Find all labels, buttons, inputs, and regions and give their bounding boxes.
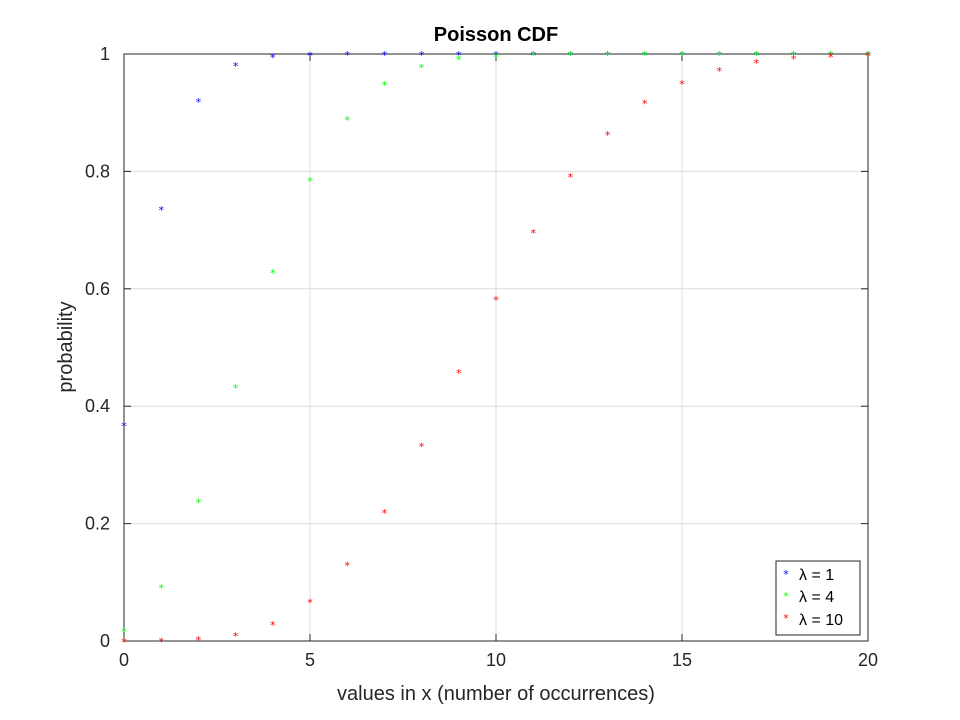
point-series-2-x-15: *	[679, 49, 685, 62]
point-series-2-x-19: *	[828, 49, 834, 62]
point-series-1-x-1: *	[158, 204, 164, 217]
y-tick-label: 1	[100, 44, 110, 64]
point-series-1-x-9: *	[456, 49, 462, 62]
legend-marker-lambda-4: *	[783, 590, 789, 603]
point-series-3-x-9: *	[456, 367, 462, 380]
point-series-1-x-4: *	[270, 51, 276, 64]
point-series-1-x-10: *	[493, 49, 499, 62]
legend-box	[775, 560, 861, 636]
point-series-3-x-6: *	[344, 560, 350, 573]
point-series-3-x-5: *	[307, 597, 313, 610]
point-series-1-x-3: *	[233, 60, 239, 73]
point-series-2-x-9: *	[456, 54, 462, 67]
axis-ticks: 0 5 10 15 20 0 0.2 0.4 0.6 0.8 1	[85, 44, 878, 670]
point-series-2-x-11: *	[530, 50, 536, 63]
point-series-3-x-13: *	[605, 129, 611, 142]
point-series-3-x-15: *	[679, 78, 685, 91]
point-series-2-x-10: *	[493, 51, 499, 64]
y-tick-label: 0.6	[85, 279, 110, 299]
point-series-1-x-16: *	[716, 49, 722, 62]
legend-marker-lambda-10: *	[783, 612, 789, 625]
x-tick-label: 15	[672, 650, 692, 670]
point-series-3-x-12: *	[568, 171, 574, 184]
point-series-2-x-16: *	[716, 49, 722, 62]
point-series-3-x-16: *	[716, 65, 722, 78]
point-series-3-x-2: *	[196, 634, 202, 647]
y-tick-label: 0.4	[85, 396, 110, 416]
point-series-3-x-4: *	[270, 619, 276, 632]
point-series-2-x-6: *	[344, 114, 350, 127]
data-points: ***** * * * * * * * * * * * * * * * *********** * * * * * * * * *…	[121, 49, 871, 649]
y-tick-label: 0.2	[85, 514, 110, 534]
point-series-2-x-14: *	[642, 49, 648, 62]
point-series-1-x-17: *	[754, 49, 760, 62]
point-series-2-x-2: *	[196, 496, 202, 509]
point-series-2-x-13: *	[605, 49, 611, 62]
point-series-1-x-0: *	[121, 420, 127, 433]
point-series-2-x-8: *	[419, 61, 425, 74]
point-series-1-x-11: *	[530, 49, 536, 62]
point-series-3-x-19: *	[828, 51, 834, 64]
point-series-2-x-17: *	[754, 49, 760, 62]
point-series-2-x-1: *	[158, 582, 164, 595]
point-series-2-x-5: *	[307, 175, 313, 188]
legend: * λ = 1 * λ = 4 * λ = 10	[775, 560, 861, 636]
point-series-1-x-14: *	[642, 49, 648, 62]
y-tick-label: 0	[100, 631, 110, 651]
x-tick-label: 20	[858, 650, 878, 670]
point-series-2-x-12: *	[568, 49, 574, 62]
legend-marker-lambda-1: *	[783, 568, 789, 581]
x-tick-label: 10	[486, 650, 506, 670]
point-series-1-x-8: *	[419, 49, 425, 62]
y-tick-label: 0.8	[85, 161, 110, 181]
grid-lines	[124, 54, 868, 641]
chart-title: Poisson CDF	[434, 24, 558, 46]
point-series-3-x-11: *	[530, 227, 536, 240]
point-series-3-x-10: *	[493, 294, 499, 307]
point-series-2-x-0: *	[121, 625, 127, 638]
point-series-2-x-20: *	[865, 49, 871, 62]
point-series-3-x-18: *	[791, 53, 797, 66]
point-series-1-x-13: *	[605, 49, 611, 62]
point-series-3-x-17: *	[754, 57, 760, 70]
point-series-1-x-19: *	[828, 49, 834, 62]
y-axis-label: probability	[55, 301, 77, 392]
legend-label-lambda-4: λ = 4	[799, 589, 834, 606]
point-series-1-x-18: *	[791, 49, 797, 62]
point-series-1-x-12: *	[568, 49, 574, 62]
point-series-3-x-1: *	[158, 636, 164, 649]
point-series-3-x-3: *	[233, 630, 239, 643]
point-series-3-x-20: *	[865, 50, 871, 63]
point-series-3-x-14: *	[642, 98, 648, 111]
x-tick-label: 5	[305, 650, 315, 670]
point-series-2-x-4: *	[270, 267, 276, 280]
point-series-1-x-6: *	[344, 49, 350, 62]
point-series-1-x-5: *	[307, 50, 313, 63]
point-series-1-x-7: *	[382, 49, 388, 62]
x-axis-label: values in x (number of occurrences)	[337, 683, 655, 705]
point-series-2-x-7: *	[382, 79, 388, 92]
point-series-1-x-2: *	[196, 96, 202, 109]
legend-label-lambda-1: λ = 1	[799, 567, 834, 584]
point-series-1-x-20: *	[865, 49, 871, 62]
point-series-1-x-15: *	[679, 49, 685, 62]
point-series-3-x-0: *	[121, 636, 127, 649]
point-series-3-x-7: *	[382, 507, 388, 520]
point-series-2-x-18: *	[791, 49, 797, 62]
point-series-2-x-3: *	[233, 382, 239, 395]
legend-label-lambda-10: λ = 10	[799, 612, 843, 629]
x-tick-label: 0	[119, 650, 129, 670]
point-series-3-x-8: *	[419, 441, 425, 454]
